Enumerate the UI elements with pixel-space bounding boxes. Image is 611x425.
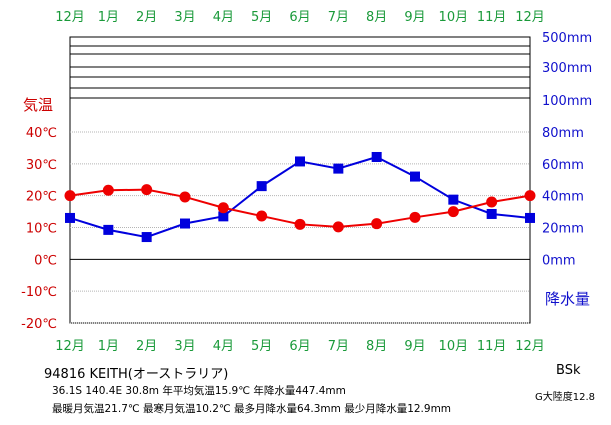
precipitation-point (141, 232, 152, 243)
continentality-index: G大陸度12.8 (535, 392, 596, 403)
temperature-tick-label: -10℃ (21, 285, 57, 300)
month-label-top: 9月 (404, 10, 425, 25)
temperature-point (332, 221, 344, 233)
month-label-top: 3月 (174, 10, 195, 25)
temperature-tick-label: -20℃ (21, 317, 57, 332)
temperature-tick-label: 30℃ (26, 158, 57, 173)
month-label-bottom: 12月 (55, 339, 85, 354)
precipitation-point (180, 218, 190, 229)
precipitation-axis: 500mm 300mm 100mm 80mm 60mm 40mm 20mm 0mm (542, 31, 592, 268)
precipitation-point (218, 211, 229, 222)
temperature-point (256, 210, 268, 222)
temperature-tick-label: 10℃ (26, 222, 57, 237)
month-label-top: 6月 (289, 10, 310, 25)
temperature-point (447, 206, 459, 218)
precipitation-tick-label: 80mm (542, 126, 584, 141)
month-label-bottom: 9月 (404, 339, 425, 354)
temperature-point (409, 211, 421, 223)
precipitation-tick-label: 0mm (542, 253, 576, 268)
month-label-bottom: 11月 (477, 339, 507, 354)
precipitation-tick-label: 100mm (542, 94, 592, 109)
month-label-bottom: 8月 (366, 339, 387, 354)
temperature-tick-label: 0℃ (34, 253, 57, 268)
precipitation-tick-label: 40mm (542, 190, 584, 205)
temperature-axis: 40℃ 30℃ 20℃ 10℃ 0℃ -10℃ -20℃ (21, 126, 57, 332)
temperature-point (179, 191, 191, 203)
temperature-point (371, 218, 383, 230)
precipitation-point (525, 212, 535, 223)
month-label-top: 10月 (439, 10, 469, 25)
precipitation-tick-label: 300mm (542, 61, 592, 76)
month-label-top: 2月 (136, 10, 157, 25)
month-label-bottom: 12月 (515, 339, 545, 354)
month-label-bottom: 1月 (98, 339, 119, 354)
month-label-top: 5月 (251, 10, 272, 25)
precipitation-point (410, 171, 420, 182)
precipitation-axis-title: 降水量 (545, 290, 590, 308)
temperature-series (64, 184, 536, 233)
month-label-bottom: 10月 (439, 339, 469, 354)
precipitation-tick-label: 20mm (542, 222, 584, 237)
temperature-point (217, 202, 229, 214)
precipitation-point (103, 224, 114, 235)
plot-frame (69, 36, 531, 324)
station-name: 94816 KEITH(オーストラリア) (44, 367, 229, 382)
month-label-bottom: 3月 (174, 339, 195, 354)
station-stats-line-2: 最暖月気温21.7℃ 最寒月気温10.2℃ 最多月降水量64.3mm 最少月降水… (52, 403, 452, 415)
month-label-bottom: 6月 (289, 339, 310, 354)
temperature-point (486, 196, 498, 208)
temperature-point (102, 184, 114, 196)
chart-grid (69, 36, 531, 324)
temperature-point (141, 184, 153, 196)
month-label-top: 4月 (213, 10, 234, 25)
bottom-month-axis: 12月 1月 2月 3月 4月 5月 6月 7月 8月 9月 10月 11月 12月 (55, 339, 545, 354)
precipitation-point (371, 151, 382, 162)
top-month-axis: 12月 1月 2月 3月 4月 5月 6月 7月 8月 9月 10月 11月 12月 (55, 10, 545, 25)
month-label-bottom: 5月 (251, 339, 272, 354)
month-label-bottom: 4月 (213, 339, 234, 354)
precipitation-tick-label: 60mm (542, 158, 584, 173)
precipitation-point (333, 163, 344, 174)
month-label-top: 12月 (515, 10, 545, 25)
temperature-point (294, 218, 306, 230)
month-label-top: 12月 (55, 10, 85, 25)
station-stats-line-1: 36.1S 140.4E 30.8m 年平均気温15.9℃ 年降水量447.4m… (52, 385, 346, 397)
month-label-bottom: 2月 (136, 339, 157, 354)
month-label-top: 8月 (366, 10, 387, 25)
precipitation-series (65, 151, 535, 243)
precipitation-tick-label: 500mm (542, 31, 592, 46)
temperature-point (524, 190, 536, 202)
month-label-top: 11月 (477, 10, 507, 25)
month-label-bottom: 7月 (328, 339, 349, 354)
temperature-tick-label: 40℃ (26, 126, 57, 141)
precipitation-point (448, 194, 459, 205)
temperature-point (64, 190, 76, 202)
month-label-top: 1月 (98, 10, 119, 25)
temperature-tick-label: 20℃ (26, 190, 57, 205)
temperature-axis-title: 気温 (23, 96, 53, 114)
precipitation-point (295, 156, 305, 167)
month-label-top: 7月 (328, 10, 349, 25)
climate-classification: BSk (556, 363, 581, 378)
precipitation-point (65, 212, 75, 223)
precipitation-point (486, 208, 497, 219)
precipitation-point (256, 181, 267, 192)
